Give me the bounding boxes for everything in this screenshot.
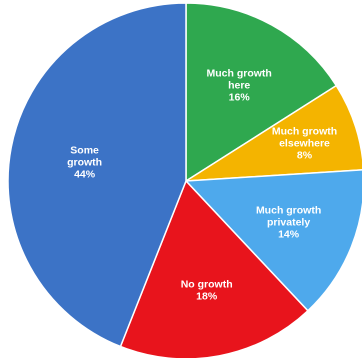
slice-value-label: 18% bbox=[196, 290, 218, 302]
pie-slice bbox=[185, 84, 362, 182]
slice-category-label: Some bbox=[70, 145, 99, 157]
pie-slice bbox=[119, 179, 309, 358]
slice-category-label: privately bbox=[267, 217, 310, 229]
slice-value-label: 44% bbox=[74, 169, 96, 181]
pie-slice bbox=[184, 169, 362, 312]
slice-category-label: Much growth bbox=[256, 205, 321, 217]
pie-slice bbox=[7, 2, 187, 348]
slice-value-label: 14% bbox=[278, 229, 300, 241]
slice-category-label: growth bbox=[67, 157, 102, 169]
slice-value-label: 16% bbox=[229, 91, 251, 103]
slice-category-label: Much growth bbox=[272, 125, 337, 137]
slice-category-label: here bbox=[228, 79, 250, 91]
slice-category-label: elsewhere bbox=[279, 137, 330, 149]
slice-value-label: 8% bbox=[297, 149, 313, 161]
slice-category-label: Much growth bbox=[207, 67, 272, 79]
slice-category-label: No growth bbox=[181, 278, 233, 290]
pie-slice bbox=[185, 2, 338, 183]
